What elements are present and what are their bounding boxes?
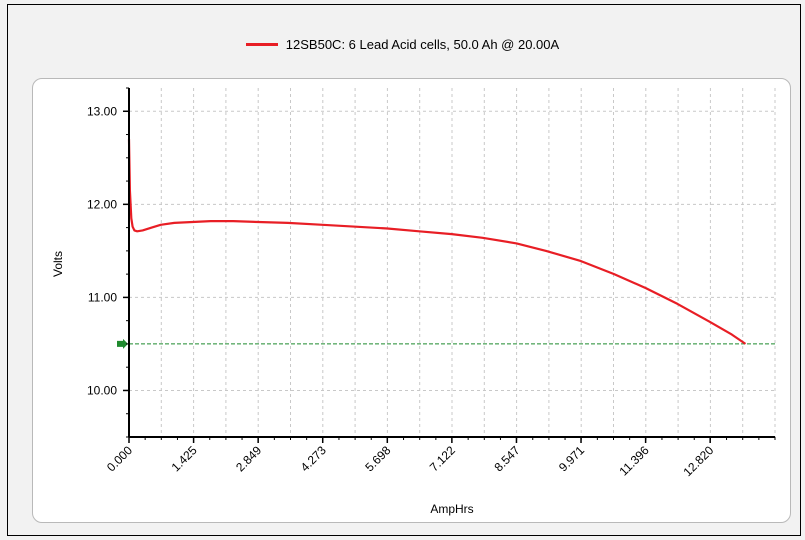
- x-tick-label: 7.122: [427, 443, 458, 474]
- x-axis-label: AmpHrs: [430, 502, 473, 516]
- x-tick-label: 4.273: [298, 443, 329, 474]
- y-tick-label: 12.00: [87, 197, 117, 211]
- tick-labels: 10.00 11.00 12.00 13.00 0.000 1.425 2.849 4.273…: [87, 104, 717, 479]
- legend-swatch: [245, 42, 278, 46]
- x-tick-label: 9.971: [556, 443, 587, 474]
- cutoff-line-group: [117, 338, 775, 349]
- x-tick-label: 11.396: [617, 443, 652, 478]
- y-tick-label: 10.00: [87, 383, 117, 397]
- cutoff-arrow-icon: [117, 338, 128, 349]
- legend: 12SB50C: 6 Lead Acid cells, 50.0 Ah @ 20…: [0, 34, 805, 54]
- grid: [129, 88, 776, 437]
- x-tick-label: 5.698: [362, 443, 393, 474]
- series-line: [127, 139, 747, 345]
- x-tick-label: 2.849: [233, 443, 264, 474]
- x-tick-label: 8.547: [491, 443, 522, 474]
- y-tick-label: 11.00: [88, 290, 117, 304]
- x-tick-label: 0.000: [104, 443, 135, 474]
- series-group: [127, 139, 747, 345]
- axes: [123, 87, 776, 443]
- legend-label: 12SB50C: 6 Lead Acid cells, 50.0 Ah @ 20…: [285, 36, 560, 52]
- y-axis-label: Volts: [51, 251, 65, 277]
- plot-panel: [32, 78, 791, 523]
- x-tick-label: 12.820: [680, 443, 716, 479]
- x-tick-label: 1.425: [169, 443, 200, 474]
- y-tick-label: 13.00: [87, 104, 117, 118]
